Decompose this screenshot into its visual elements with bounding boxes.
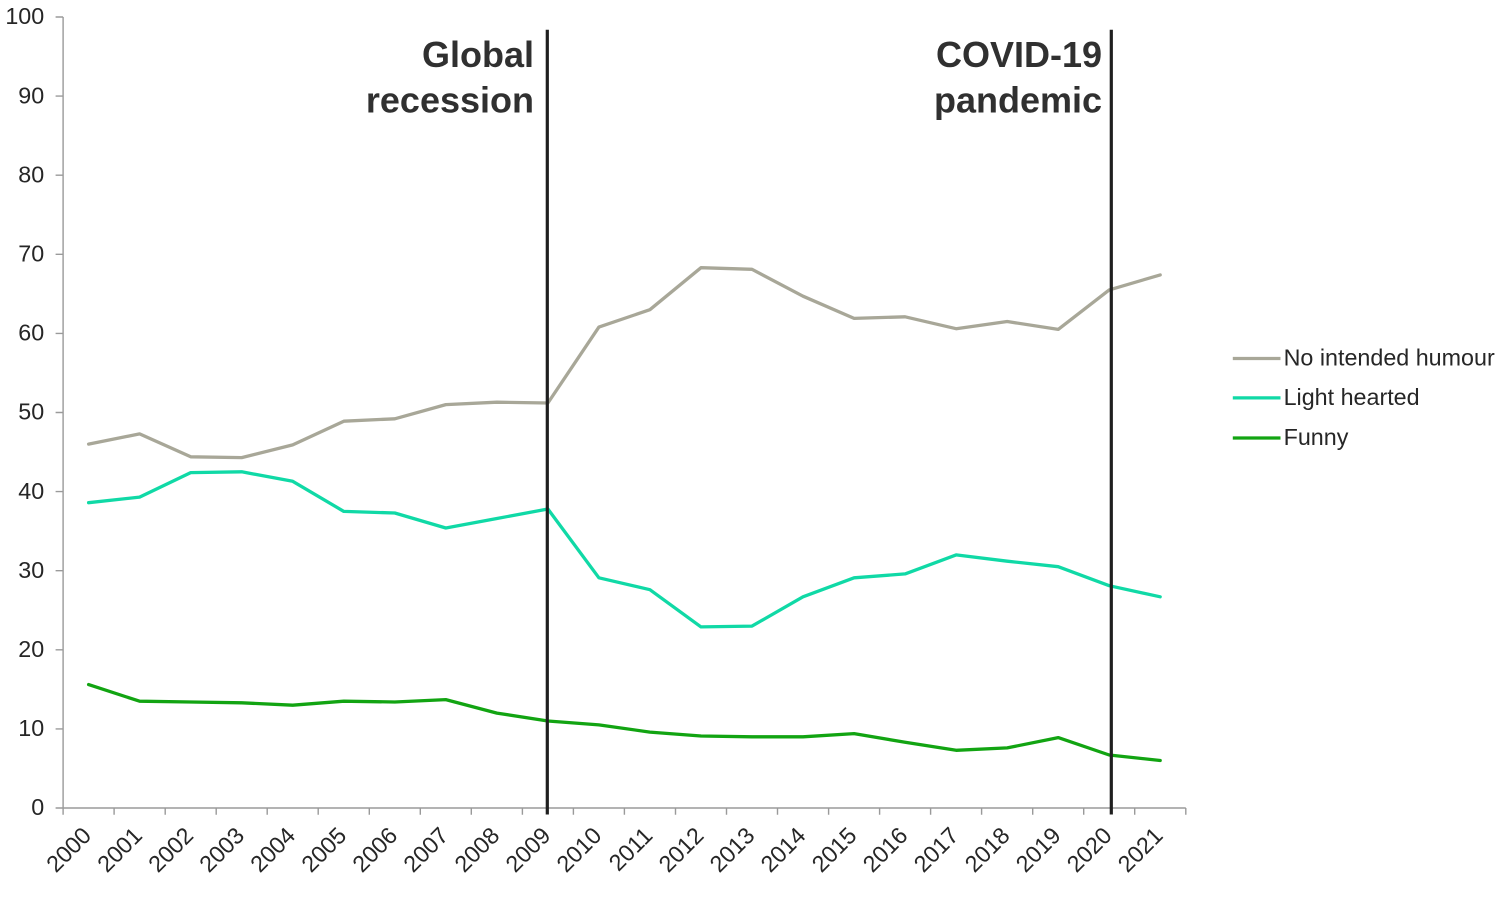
svg-text:pandemic: pandemic [934, 80, 1102, 121]
svg-text:Global: Global [422, 34, 534, 75]
svg-text:No intended humour: No intended humour [1284, 344, 1495, 370]
svg-text:COVID-19: COVID-19 [936, 34, 1102, 75]
svg-text:60: 60 [18, 320, 44, 346]
svg-text:0: 0 [31, 794, 44, 820]
svg-text:70: 70 [18, 241, 44, 267]
svg-text:Light hearted: Light hearted [1284, 384, 1420, 410]
svg-text:10: 10 [18, 715, 44, 741]
svg-text:30: 30 [18, 557, 44, 583]
svg-text:50: 50 [18, 399, 44, 425]
svg-text:90: 90 [18, 82, 44, 108]
svg-text:20: 20 [18, 636, 44, 662]
svg-text:recession: recession [366, 80, 534, 121]
svg-text:100: 100 [5, 3, 44, 29]
svg-text:80: 80 [18, 161, 44, 187]
svg-text:Funny: Funny [1284, 424, 1349, 450]
svg-text:40: 40 [18, 478, 44, 504]
